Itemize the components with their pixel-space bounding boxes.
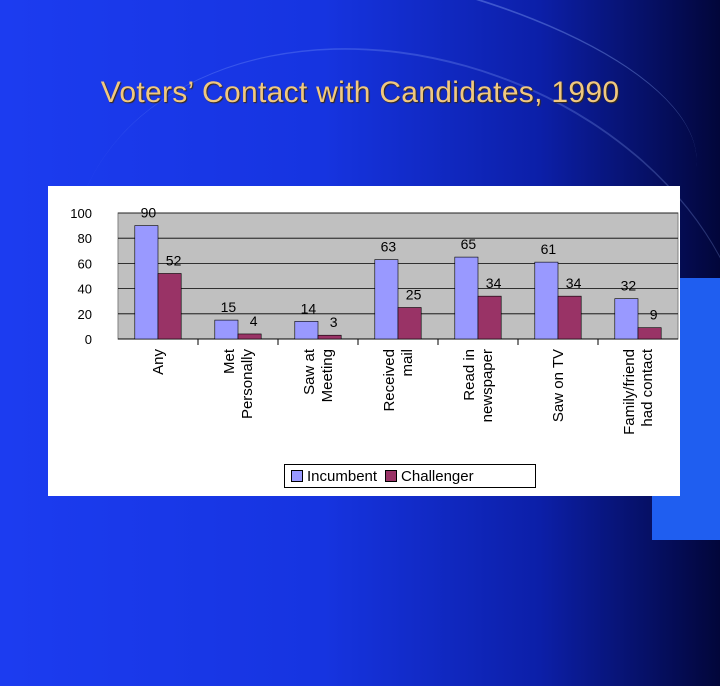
x-tick-label-group: Met Personally [221,348,256,419]
data-label: 90 [141,205,157,221]
x-tick-label: had contact [639,348,656,426]
x-tick-label: Family/friend [621,349,638,435]
data-label: 52 [166,252,182,268]
legend-label-challenger: Challenger [401,467,474,485]
x-tick-label: Personally [239,349,256,420]
data-label: 34 [486,275,502,291]
bar-incumbent [614,298,639,340]
x-tick-label: Saw at [301,348,318,395]
bar-incumbent [134,225,159,340]
x-tick-label: Saw on TV [550,349,567,422]
y-tick-label: 20 [78,307,92,322]
data-label: 32 [621,278,637,294]
bar-incumbent [374,259,399,340]
x-tick-label: Met [221,348,238,374]
bar-incumbent [534,261,559,340]
legend-swatch-challenger [385,470,398,482]
x-tick-label-group: Family/friend had contact [621,348,656,435]
legend-item-incumbent: Incumbent [291,468,377,485]
bar-challenger [477,295,502,340]
x-tick-label: newspaper [479,349,496,422]
bar-challenger [637,327,662,340]
bar-incumbent [214,319,239,340]
x-tick-label: mail [399,349,416,377]
x-tick-label-group: Any [150,349,167,375]
x-tick-label: Read in [461,349,478,401]
bar-incumbent [294,321,319,340]
bar-challenger [317,334,342,340]
data-label: 61 [541,241,557,257]
data-label: 34 [566,275,582,291]
legend-label-incumbent: Incumbent [307,467,378,485]
data-label: 14 [301,300,317,316]
x-tick-label-group: Saw at Meeting [301,348,336,402]
data-label: 9 [650,307,658,323]
x-tick-label-group: Saw on TV [550,349,567,422]
legend-swatch-incumbent [291,470,303,482]
data-label: 63 [381,239,397,255]
data-label: 65 [461,236,477,252]
data-label: 4 [250,313,258,329]
bar-chart: 0 20 40 60 80 100 90 52 Any 15 4 Met Personally 14 3 Sa… [70,205,679,435]
x-tick-label: Received [381,349,398,412]
chart-container: 0 20 40 60 80 100 90 52 Any 15 4 Met Personally 14 3 Sa… [48,186,680,496]
y-tick-label: 80 [78,231,92,246]
bar-incumbent [454,256,479,340]
data-label: 15 [221,299,237,315]
chart-legend: Incumbent Challenger [284,464,536,488]
x-tick-label: Any [150,349,167,375]
y-tick-label: 0 [85,332,92,347]
x-tick-label-group: Received mail [381,349,416,412]
data-label: 25 [406,287,422,303]
bar-challenger [557,295,582,340]
data-label: 3 [330,314,338,330]
x-tick-label-group: Read in newspaper [461,349,496,422]
slide-title: Voters’ Contact with Candidates, 1990 [100,76,620,109]
y-tick-label: 60 [78,256,92,271]
bar-challenger [397,307,422,340]
y-tick-label: 100 [70,206,92,221]
bar-challenger [157,273,182,340]
legend-item-challenger: Challenger [385,468,474,485]
y-tick-label: 40 [78,282,92,297]
bar-challenger [237,333,262,340]
x-tick-label: Meeting [319,349,336,402]
